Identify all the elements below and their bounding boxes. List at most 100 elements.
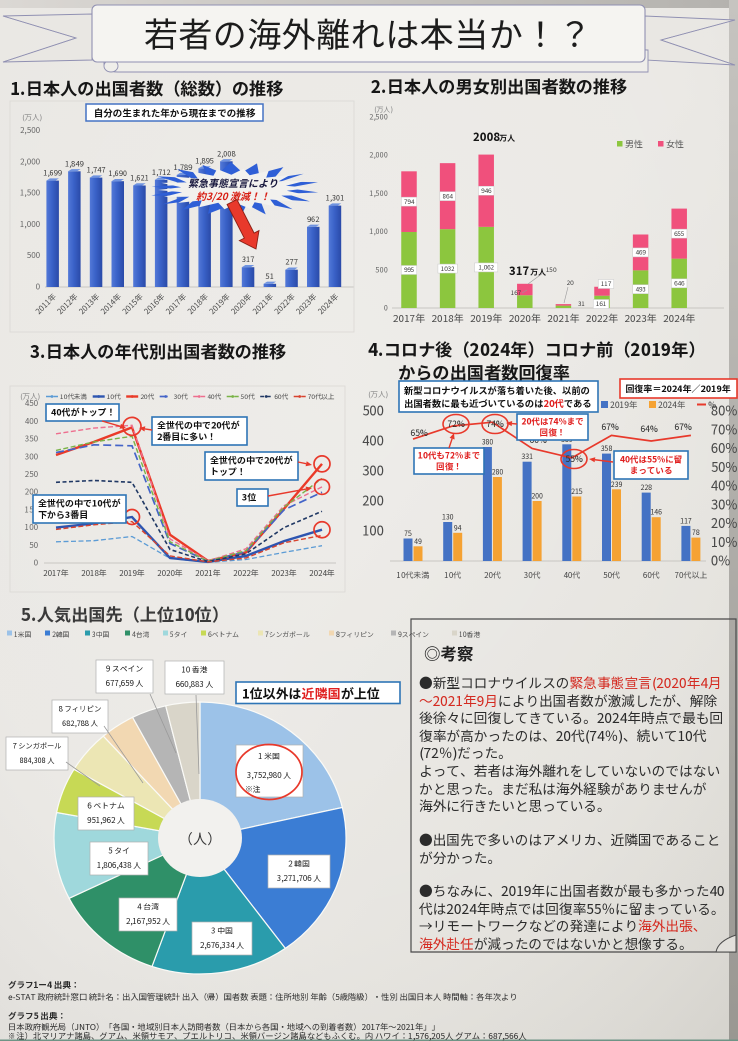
svg-text:代は2024年時点では回復率55％に留まっている。: 代は2024年時点では回復率55％に留まっている。 bbox=[419, 898, 725, 918]
svg-text:794: 794 bbox=[404, 197, 415, 206]
svg-text:2008: 2008 bbox=[473, 129, 500, 145]
svg-text:10%: 10% bbox=[711, 532, 738, 551]
svg-text:358: 358 bbox=[601, 444, 613, 454]
svg-text:200: 200 bbox=[25, 487, 38, 498]
svg-text:が分かった。: が分かった。 bbox=[419, 847, 501, 867]
svg-text:60代: 60代 bbox=[643, 570, 660, 581]
svg-text:2019年: 2019年 bbox=[119, 568, 145, 579]
svg-text:1,500: 1,500 bbox=[20, 188, 40, 199]
svg-text:995: 995 bbox=[404, 265, 414, 274]
svg-text:150: 150 bbox=[25, 504, 38, 515]
svg-text:60代: 60代 bbox=[274, 391, 288, 401]
svg-text:新型コロナウイルスが落ち着いた後、以前の: 新型コロナウイルスが落ち着いた後、以前の bbox=[404, 383, 590, 397]
svg-text:250: 250 bbox=[25, 469, 38, 480]
svg-text:72%: 72% bbox=[447, 418, 464, 430]
svg-text:2022年: 2022年 bbox=[233, 568, 259, 579]
svg-text:2018年: 2018年 bbox=[431, 310, 463, 325]
svg-text:1,747: 1,747 bbox=[87, 165, 106, 176]
svg-text:1,301: 1,301 bbox=[326, 193, 345, 204]
svg-text:150: 150 bbox=[546, 265, 556, 274]
svg-text:1,500: 1,500 bbox=[369, 188, 388, 199]
svg-text:2.日本人の男女別出国者数の推移: 2.日本人の男女別出国者数の推移 bbox=[371, 73, 627, 98]
svg-text:1,806,438 人: 1,806,438 人 bbox=[97, 860, 141, 871]
svg-text:●ちなみに、2019年に出国者数が最も多かった40: ●ちなみに、2019年に出国者数が最も多かった40 bbox=[419, 880, 725, 900]
svg-text:2023年: 2023年 bbox=[271, 568, 297, 579]
svg-text:（人）: （人） bbox=[179, 829, 221, 849]
svg-text:1,690: 1,690 bbox=[108, 168, 127, 179]
svg-text:(万人): (万人) bbox=[20, 391, 40, 402]
svg-text:380: 380 bbox=[482, 438, 494, 448]
svg-text:(万人): (万人) bbox=[22, 112, 42, 123]
svg-text:7シンガポール: 7シンガポール bbox=[265, 629, 310, 639]
svg-text:緊急事態宣言により: 緊急事態宣言により bbox=[188, 175, 278, 190]
svg-text:3,271,706 人: 3,271,706 人 bbox=[277, 873, 321, 884]
svg-text:6 ベトナム: 6 ベトナム bbox=[87, 801, 124, 812]
svg-text:400: 400 bbox=[25, 416, 38, 427]
svg-text:51: 51 bbox=[266, 271, 274, 282]
svg-text:2,008: 2,008 bbox=[217, 148, 236, 159]
svg-text:20代: 20代 bbox=[484, 570, 501, 581]
svg-text:682,788 人: 682,788 人 bbox=[62, 718, 98, 729]
svg-text:78: 78 bbox=[692, 528, 700, 538]
svg-text:2,000: 2,000 bbox=[369, 150, 388, 161]
svg-text:◎考察: ◎考察 bbox=[424, 641, 474, 665]
svg-text:1 米国: 1 米国 bbox=[258, 751, 280, 762]
svg-text:2020年: 2020年 bbox=[157, 568, 183, 579]
svg-text:2021年: 2021年 bbox=[195, 568, 221, 579]
svg-text:239: 239 bbox=[611, 480, 623, 490]
svg-text:100: 100 bbox=[25, 522, 38, 533]
svg-text:回復！: 回復！ bbox=[436, 461, 462, 473]
svg-text:8フィリピン: 8フィリピン bbox=[336, 629, 374, 639]
svg-text:約3/20 激減！！: 約3/20 激減！！ bbox=[196, 188, 270, 203]
svg-text:350: 350 bbox=[25, 434, 38, 445]
svg-text:1米国: 1米国 bbox=[14, 629, 32, 639]
svg-text:全世代の中で10代が: 全世代の中で10代が bbox=[38, 496, 121, 509]
svg-text:30代: 30代 bbox=[524, 570, 541, 581]
svg-text:450: 450 bbox=[25, 398, 38, 409]
svg-text:646: 646 bbox=[674, 279, 684, 288]
svg-text:50%: 50% bbox=[710, 457, 738, 476]
svg-text:1,621: 1,621 bbox=[130, 173, 149, 184]
svg-text:228: 228 bbox=[640, 483, 652, 493]
svg-text:2017年: 2017年 bbox=[43, 568, 69, 579]
svg-text:2023年: 2023年 bbox=[624, 310, 656, 325]
svg-text:若者の海外離れは本当か！？: 若者の海外離れは本当か！？ bbox=[144, 8, 593, 57]
svg-text:50代: 50代 bbox=[241, 391, 255, 401]
svg-text:2018年: 2018年 bbox=[81, 568, 107, 579]
svg-text:20代は74%まで: 20代は74%まで bbox=[521, 416, 583, 428]
svg-text:200: 200 bbox=[531, 492, 543, 502]
svg-text:1032: 1032 bbox=[441, 264, 455, 273]
svg-text:40代は55%に留: 40代は55%に留 bbox=[620, 454, 682, 466]
svg-text:1,789: 1,789 bbox=[174, 162, 193, 173]
svg-text:海外赴任が減ったのではないかと想像する。: 海外赴任が減ったのではないかと想像する。 bbox=[419, 933, 693, 953]
svg-text:2,167,952 人: 2,167,952 人 bbox=[126, 916, 170, 927]
svg-text:30代: 30代 bbox=[173, 391, 188, 401]
svg-text:全世代の中で20代が: 全世代の中で20代が bbox=[157, 418, 240, 431]
svg-text:出国者数に最も近づいているのは20代である: 出国者数に最も近づいているのは20代である bbox=[404, 396, 592, 410]
svg-text:4 台湾: 4 台湾 bbox=[137, 902, 159, 913]
svg-text:よって、若者は海外離れをしていないのではない: よって、若者は海外離れをしていないのではない bbox=[419, 760, 720, 780]
svg-text:2韓国: 2韓国 bbox=[51, 629, 70, 639]
svg-text:日本政府観光局（JNTO）「各国・地域別日本人訪問者数（日本: 日本政府観光局（JNTO）「各国・地域別日本人訪問者数（日本から各国・地域への到… bbox=[8, 1021, 440, 1033]
svg-text:40代: 40代 bbox=[207, 391, 221, 401]
svg-text:●出国先で多いのはアメリカ、近隣国であること: ●出国先で多いのはアメリカ、近隣国であること bbox=[419, 829, 720, 849]
svg-text:500: 500 bbox=[27, 250, 40, 261]
svg-text:2024年: 2024年 bbox=[309, 568, 335, 579]
svg-text:6ベトナム: 6ベトナム bbox=[208, 629, 239, 639]
svg-text:9スペイン: 9スペイン bbox=[398, 629, 429, 639]
svg-text:1,000: 1,000 bbox=[369, 226, 388, 237]
svg-text:3.日本人の年代別出国者数の推移: 3.日本人の年代別出国者数の推移 bbox=[30, 338, 286, 363]
svg-text:49: 49 bbox=[414, 537, 422, 547]
svg-text:回復！: 回復！ bbox=[540, 427, 566, 439]
svg-text:10代未満: 10代未満 bbox=[397, 570, 430, 581]
svg-text:10代未満: 10代未満 bbox=[60, 391, 87, 401]
svg-text:1,699: 1,699 bbox=[43, 168, 62, 179]
svg-text:161: 161 bbox=[596, 299, 606, 308]
svg-text:67%: 67% bbox=[601, 421, 618, 433]
svg-text:40代: 40代 bbox=[563, 570, 580, 581]
svg-text:1,712: 1,712 bbox=[152, 167, 172, 178]
svg-text:※注）北マリアナ諸島、グアム、米領サモア、プエルトリコ、米領: ※注）北マリアナ諸島、グアム、米領サモア、プエルトリコ、米領バージン諸島などもふ… bbox=[8, 1030, 527, 1041]
svg-text:10香港: 10香港 bbox=[459, 629, 480, 639]
svg-text:トップ！: トップ！ bbox=[210, 465, 246, 478]
svg-text:e-STAT 政府統計窓口 統計名：出入国管理統計 出入（帰: e-STAT 政府統計窓口 統計名：出入国管理統計 出入（帰）国者数 表題：住所… bbox=[8, 991, 518, 1003]
